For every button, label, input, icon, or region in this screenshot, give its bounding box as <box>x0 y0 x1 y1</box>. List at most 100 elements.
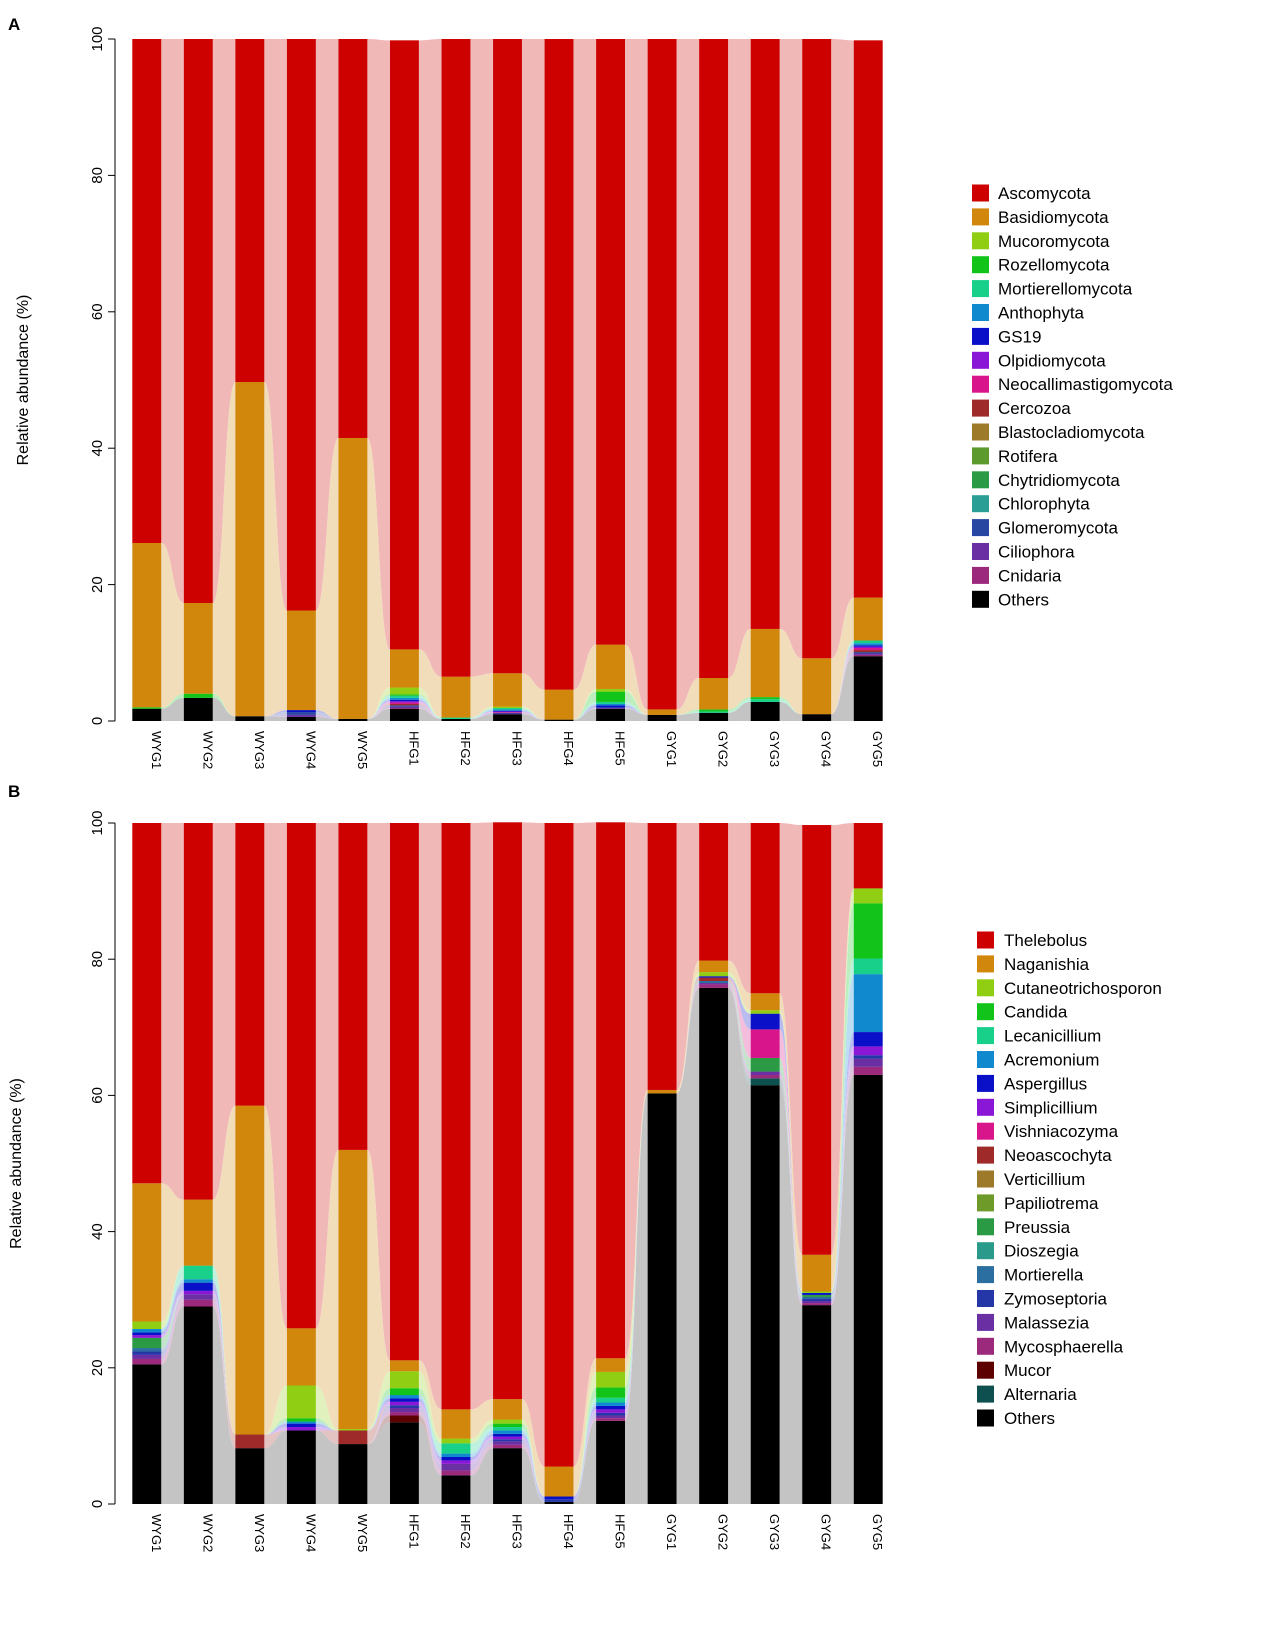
bar-wyg1-aspergillus <box>132 1332 162 1336</box>
bar-gyg4-cutaneotrichosporon <box>802 1291 832 1293</box>
bar-hfg5-ascomycota <box>596 39 625 645</box>
bar-hfg1-olpidiomycota <box>390 701 419 703</box>
bar-hfg1-cercozoa <box>390 703 419 706</box>
bar-gyg2-malassezia <box>699 983 729 985</box>
legend-swatch-neocallimastigomycota <box>972 375 989 393</box>
legend-label-cnidaria: Cnidaria <box>998 566 1062 585</box>
bar-wyg4-simplicillium <box>286 1427 316 1431</box>
bar-gyg5-acremonium <box>853 974 883 1033</box>
bars <box>132 822 883 1504</box>
bar-wyg2-naganishia <box>183 1199 213 1266</box>
bar-wyg2-rozellomycota <box>183 693 213 698</box>
bar-hfg3-cutaneotrichosporon <box>493 1419 522 1424</box>
bar-gyg5-others <box>853 656 883 721</box>
legend-label-preussia: Preussia <box>1004 1218 1071 1237</box>
y-tick-label-0: 0 <box>89 1500 106 1508</box>
legend-swatch-cutaneotrichosporon <box>977 979 994 997</box>
bar-gyg3-mycosphaerella <box>750 1074 780 1079</box>
legend-swatch-lecanicillium <box>977 1027 994 1045</box>
bar-wyg3-ascomycota <box>235 39 265 383</box>
bar-gyg4-malassezia <box>802 1301 832 1304</box>
legend-label-alternaria: Alternaria <box>1004 1385 1077 1404</box>
bar-gyg4-basidiomycota <box>802 658 832 715</box>
bar-wyg1-others <box>132 708 162 721</box>
x-tick-label-hfg4: HFG4 <box>561 1514 576 1549</box>
bar-gyg2-others <box>699 712 729 721</box>
bar-hfg1-others <box>390 708 419 721</box>
bar-gyg5-cercozoa <box>853 650 883 653</box>
legend-swatch-cnidaria <box>972 566 989 584</box>
bar-wyg4-aspergillus <box>286 1423 316 1428</box>
bar-gyg5-lecanicillium <box>853 958 883 975</box>
bar-hfg3-basidiomycota <box>493 673 522 707</box>
bar-wyg2-others <box>183 1306 213 1504</box>
bar-hfg3-zymoseptoria <box>493 1439 522 1442</box>
bar-hfg1-neocallimastigomycota <box>390 702 419 704</box>
bar-hfg3-aspergillus <box>493 1433 522 1437</box>
legend-label-zymoseptoria: Zymoseptoria <box>1004 1290 1108 1309</box>
bar-gyg5-mycosphaerella <box>853 1066 883 1075</box>
bar-wyg1-preussia <box>132 1337 162 1349</box>
bar-hfg4-zymoseptoria <box>544 1499 574 1502</box>
x-tick-label-hfg2: HFG2 <box>458 731 473 766</box>
y-axis-title: Relative abundance (%) <box>15 295 32 466</box>
bar-hfg1-basidiomycota <box>390 649 419 688</box>
y-tick-label-100: 100 <box>89 810 106 835</box>
bar-hfg3-candida <box>493 1423 522 1428</box>
bar-hfg3-ascomycota <box>493 39 522 674</box>
bar-hfg2-thelebolus <box>441 823 471 1410</box>
bar-hfg5-aspergillus <box>596 1405 625 1410</box>
bar-gyg4-ascomycota <box>802 39 832 659</box>
bar-wyg5-naganishia <box>338 1149 368 1430</box>
legend-swatch-ciliophora <box>972 543 989 560</box>
bar-wyg1-ascomycota <box>132 39 162 543</box>
x-tick-label-hfg4: HFG4 <box>561 731 576 766</box>
legend-swatch-olpidiomycota <box>972 351 989 369</box>
bar-gyg2-cutaneotrichosporon <box>699 972 729 977</box>
bar-gyg2-thelebolus <box>699 823 729 961</box>
bar-wyg1-basidiomycota <box>132 543 162 708</box>
legend-label-gs19: GS19 <box>998 327 1041 346</box>
bar-gyg2-naganishia <box>699 960 729 973</box>
bar-wyg4-naganishia <box>286 1328 316 1386</box>
bar-hfg4-others <box>544 719 574 721</box>
bar-gyg1-naganishia <box>647 1089 677 1094</box>
flow-band-basidiomycota <box>132 382 883 720</box>
bar-gyg3-others <box>750 701 780 721</box>
bar-hfg5-mucoromycota <box>596 688 625 692</box>
x-tick-label-wyg4: WYG4 <box>303 731 318 769</box>
x-tick-label-gyg3: GYG3 <box>767 1514 782 1550</box>
bar-hfg5-others <box>596 708 625 721</box>
bar-wyg5-cutaneotrichosporon <box>338 1429 368 1431</box>
bar-hfg5-malassezia <box>596 1415 625 1419</box>
bar-gyg5-malassezia <box>853 1058 883 1067</box>
bar-wyg1-malassezia <box>132 1354 162 1359</box>
bar-gyg2-ascomycota <box>699 39 729 679</box>
bar-hfg4-aspergillus <box>544 1496 574 1500</box>
legend-label-dioszegia: Dioszegia <box>1004 1242 1079 1261</box>
bar-hfg2-others <box>441 718 471 721</box>
legend-swatch-chlorophyta <box>972 495 989 513</box>
bar-gyg5-cnidaria <box>853 654 883 657</box>
bar-hfg2-naganishia <box>441 1409 471 1439</box>
y-axis: 0 20 40 60 80 100 <box>89 26 116 725</box>
bar-gyg2-mortierellomycota <box>699 711 729 713</box>
bar-hfg5-zymoseptoria <box>596 1412 625 1416</box>
x-tick-label-hfg5: HFG5 <box>613 731 628 766</box>
bar-hfg3-mycosphaerella <box>493 1444 522 1449</box>
bar-hfg4-thelebolus <box>544 823 574 1467</box>
legend-swatch-mucoromycota <box>972 232 989 250</box>
bar-hfg3-mortierellomycota <box>493 708 522 710</box>
bar-hfg4-naganishia <box>544 1466 574 1497</box>
legend: Thelebolus Naganishia Cutaneotrichosporon C… <box>977 931 1162 1428</box>
bar-wyg5-neoascochyta <box>338 1430 368 1445</box>
bar-wyg4-ciliophora <box>286 714 316 717</box>
legend-swatch-malassezia <box>977 1313 994 1331</box>
bar-gyg4-mycosphaerella <box>802 1303 832 1306</box>
bar-wyg3-others <box>235 716 265 721</box>
bar-hfg1-cnidaria <box>390 708 419 709</box>
bar-hfg3-gs19 <box>493 710 522 712</box>
bar-wyg4-ascomycota <box>286 39 316 611</box>
y-tick-label-20: 20 <box>89 1359 106 1376</box>
